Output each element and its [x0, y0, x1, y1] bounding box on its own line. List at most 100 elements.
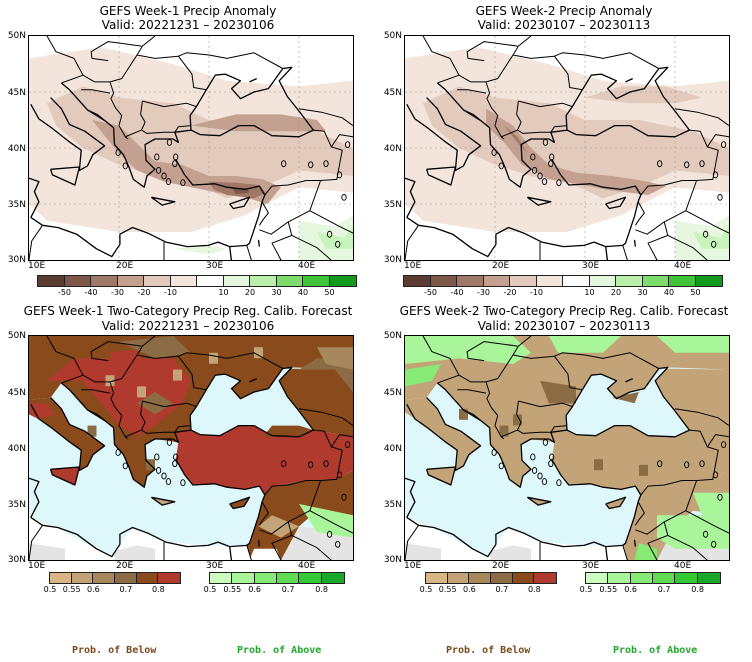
colorbar-tick-label: 0.6 [624, 585, 638, 594]
no-data-area [405, 543, 441, 560]
coastline [527, 196, 552, 206]
lon-label: 30E [582, 261, 600, 271]
island-or-lake [165, 178, 172, 186]
island-or-lake [530, 453, 536, 461]
coastline [405, 177, 416, 218]
lon-label: 30E [206, 261, 224, 271]
colorbar-tick-label: 0.6 [86, 585, 100, 594]
colorbar-tick-label: 0.6 [248, 585, 262, 594]
island-or-lake [548, 160, 554, 168]
coastline [30, 97, 106, 172]
colorbar-segment [71, 573, 94, 583]
island-or-lake [335, 540, 341, 548]
island-or-lake [173, 153, 179, 161]
coastline [249, 78, 257, 83]
colorbar-tick-label: -10 [529, 288, 544, 297]
colorbar-segment [276, 276, 303, 286]
colorbar-segment [483, 276, 510, 286]
lon-label: 10E [28, 261, 46, 271]
country-border [178, 352, 284, 369]
coastline [406, 97, 482, 172]
colorbar-segment [697, 573, 720, 583]
land-probability-region [540, 380, 576, 404]
no-data-area [490, 545, 531, 560]
land-probability-region [657, 336, 729, 353]
colorbar-segment [608, 573, 631, 583]
country-border [422, 336, 460, 376]
colorbar-segment [630, 573, 653, 583]
map-svg [29, 36, 353, 260]
colorbar-segment [254, 573, 277, 583]
country-border [501, 100, 522, 138]
colorbar-tick-label: 0.7 [119, 585, 133, 594]
country-border [466, 41, 518, 62]
colorbar-tick-label: 0.6 [462, 585, 476, 594]
above-colorbar [209, 572, 345, 584]
coastline [605, 546, 609, 560]
island-or-lake [336, 471, 343, 479]
colorbar-tick-label: 0.55 [599, 585, 618, 594]
coastline [425, 466, 457, 486]
colorbar-tick-label: 50 [690, 288, 701, 297]
lon-label: 40E [298, 561, 316, 571]
colorbar-tick-label: -20 [137, 288, 151, 297]
colorbar-tick-label: 10 [584, 288, 595, 297]
coastline [406, 516, 623, 558]
island-or-lake [115, 449, 121, 456]
island-or-lake [537, 172, 543, 180]
anomaly-colorbar [403, 275, 723, 287]
island-or-lake [154, 153, 160, 161]
country-border [674, 408, 729, 427]
island-or-lake [281, 160, 287, 168]
colorbar-tick-label: 10 [218, 288, 229, 297]
lon-label: 30E [206, 561, 224, 571]
country-border [622, 545, 628, 560]
colorbar-tick-label: -50 [57, 288, 72, 297]
land-probability-region [263, 425, 314, 437]
country-border [125, 100, 146, 138]
country-border [485, 381, 505, 440]
country-border [457, 89, 487, 94]
lat-label: 45N [7, 388, 26, 398]
lat-label: 45N [383, 388, 402, 398]
country-border [517, 125, 568, 134]
country-border [685, 210, 729, 234]
coastline [151, 196, 176, 206]
island-or-lake [281, 460, 287, 468]
island-or-lake [341, 493, 347, 501]
coastline [625, 378, 633, 383]
colorbar-tick-label: 20 [244, 288, 256, 297]
country-border [330, 434, 353, 448]
country-border [264, 429, 343, 496]
colorbar-segment [491, 573, 513, 583]
colorbar-segment [616, 276, 643, 286]
country-border [298, 108, 353, 127]
island-or-lake [166, 438, 173, 446]
lat-label: 30N [7, 255, 26, 265]
country-border [309, 510, 353, 534]
land-probability-region [50, 467, 80, 485]
colorbar-segment [321, 573, 344, 583]
lat-label: 50N [7, 331, 26, 341]
colorbar-segment [457, 276, 484, 286]
country-border [246, 545, 252, 560]
lon-label: 10E [404, 261, 422, 271]
country-border [142, 100, 197, 108]
island-or-lake [335, 240, 341, 248]
country-border [46, 36, 84, 76]
colorbar-segment [64, 276, 91, 286]
country-border [291, 534, 332, 560]
island-or-lake [657, 460, 663, 468]
land-probability-cell [459, 408, 468, 420]
colorbar-segment [210, 573, 233, 583]
colorbar-tick-label: 0.5 [203, 585, 217, 594]
island-or-lake [498, 462, 504, 470]
island-or-lake [180, 479, 186, 487]
land-probability-region [426, 467, 456, 485]
colorbar-tick-label: 30 [637, 288, 648, 297]
anomaly-region [173, 245, 227, 255]
land-probability-cell [254, 347, 263, 359]
coastline [229, 546, 233, 560]
colorbar-segment [404, 276, 431, 286]
colorbar-tick-label: 0.55 [223, 585, 242, 594]
